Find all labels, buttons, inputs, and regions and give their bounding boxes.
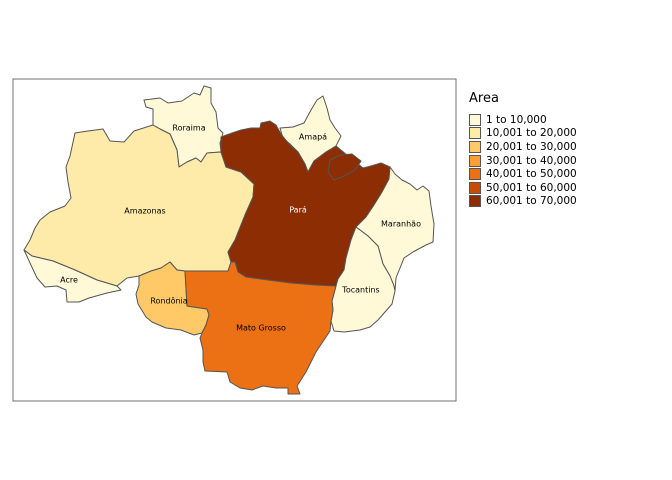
legend-title: Area bbox=[469, 91, 499, 106]
legend-label: 40,001 to 50,000 bbox=[486, 168, 577, 181]
state-label-rondonia: Rondônia bbox=[150, 296, 187, 306]
state-label-acre: Acre bbox=[60, 276, 78, 285]
legend-item: 30,001 to 40,000 bbox=[469, 154, 577, 168]
state-para-island[interactable] bbox=[327, 153, 362, 181]
legend-swatch bbox=[469, 127, 481, 140]
legend-item: 10,001 to 20,000 bbox=[469, 127, 577, 141]
state-label-roraima: Roraima bbox=[172, 124, 205, 133]
legend-label: 1 to 10,000 bbox=[486, 113, 547, 126]
legend-item: 1 to 10,000 bbox=[469, 113, 577, 127]
legend-swatch bbox=[469, 168, 481, 181]
legend-item: 40,001 to 50,000 bbox=[469, 167, 577, 181]
legend-label: 60,001 to 70,000 bbox=[486, 195, 577, 208]
legend-swatch bbox=[469, 140, 481, 153]
state-label-para: Pará bbox=[289, 206, 307, 215]
state-labels: Roraima Amapá Amazonas Pará Maranhão Acr… bbox=[60, 124, 421, 333]
state-label-amapa: Amapá bbox=[299, 133, 327, 142]
legend-item: 50,001 to 60,000 bbox=[469, 181, 577, 195]
legend-swatch bbox=[469, 154, 481, 167]
legend-label: 50,001 to 60,000 bbox=[486, 181, 577, 194]
state-maranhao[interactable] bbox=[355, 166, 435, 292]
state-label-maranhao: Maranhão bbox=[381, 220, 421, 229]
state-label-tocantins: Tocantins bbox=[341, 286, 379, 295]
legend-label: 10,001 to 20,000 bbox=[486, 127, 577, 140]
state-label-amazonas: Amazonas bbox=[124, 207, 165, 216]
legend-label: 30,001 to 40,000 bbox=[486, 154, 577, 167]
legend-item: 60,001 to 70,000 bbox=[469, 195, 577, 209]
legend-label: 20,001 to 30,000 bbox=[486, 140, 577, 153]
legend-swatch bbox=[469, 113, 481, 126]
legend-swatch bbox=[469, 181, 481, 194]
state-tocantins[interactable] bbox=[330, 226, 396, 333]
legend-rows: 1 to 10,000 10,001 to 20,000 20,001 to 30,… bbox=[469, 113, 577, 208]
legend: Area 1 to 10,000 10,001 to 20,000 20,001 t… bbox=[469, 91, 577, 208]
legend-swatch bbox=[469, 195, 481, 208]
state-label-mato-grosso: Mato Grosso bbox=[236, 324, 286, 333]
legend-item: 20,001 to 30,000 bbox=[469, 140, 577, 154]
state-mato-grosso[interactable] bbox=[184, 261, 337, 395]
state-acre[interactable] bbox=[23, 249, 122, 303]
